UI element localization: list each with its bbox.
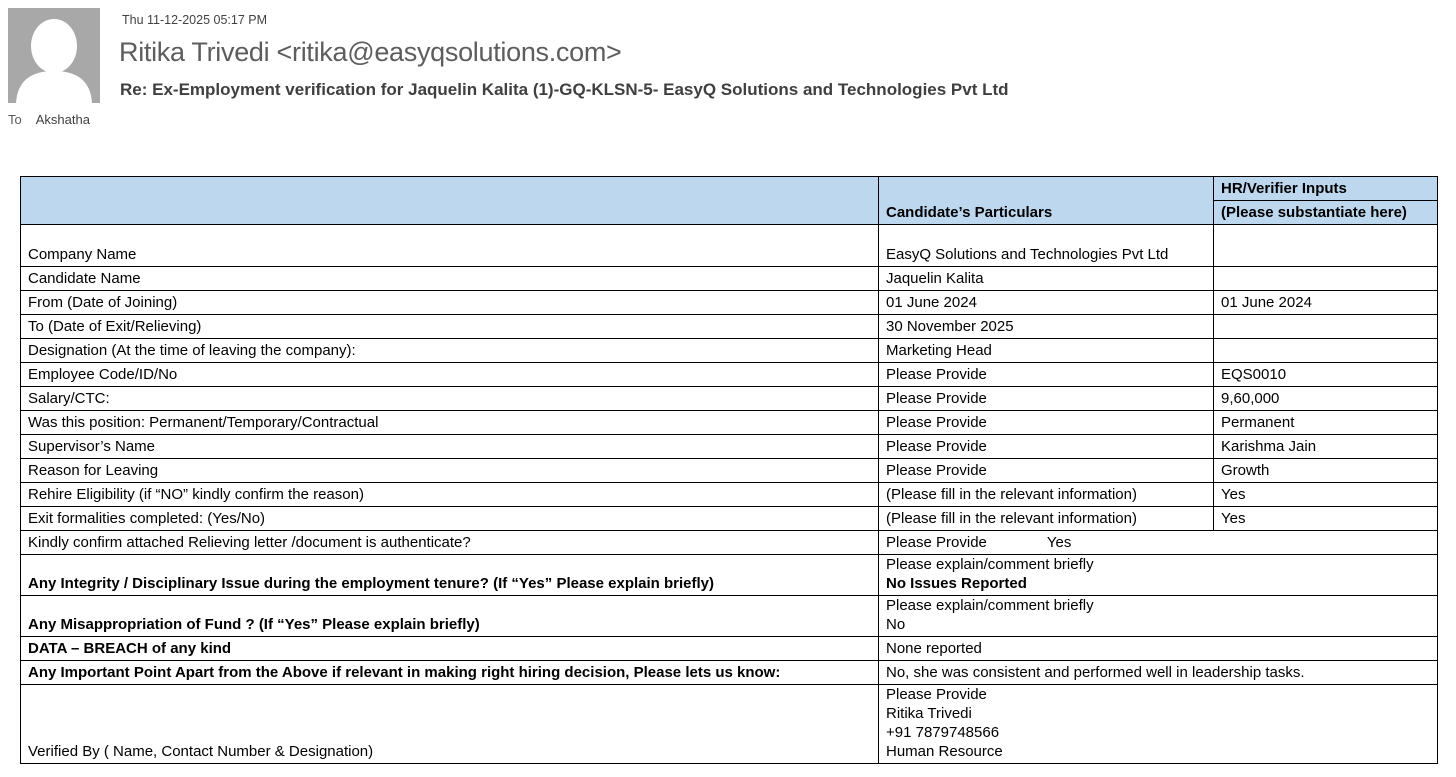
particulars-cell: Please Provide bbox=[878, 434, 1214, 459]
table-header-row: Candidate’s Particulars HR/Verifier Inpu… bbox=[20, 176, 1438, 225]
table-row-exit-formalities: Exit formalities completed: (Yes/No) (Pl… bbox=[20, 506, 1438, 531]
particulars-cell: Please Provide bbox=[878, 410, 1214, 435]
row-label-cell: Verified By ( Name, Contact Number & Des… bbox=[20, 684, 879, 764]
table-row-employee-code: Employee Code/ID/No Please Provide EQS00… bbox=[20, 362, 1438, 387]
table-row-relieving-letter: Kindly confirm attached Relieving letter… bbox=[20, 530, 1438, 555]
table-row-reason-for-leaving: Reason for Leaving Please Provide Growth bbox=[20, 458, 1438, 483]
recipient-name[interactable]: Akshatha bbox=[35, 112, 90, 127]
particulars-cell: None reported bbox=[878, 636, 1438, 661]
table-row-supervisor-name: Supervisor’s Name Please Provide Karishm… bbox=[20, 434, 1438, 459]
table-row-data-breach: DATA – BREACH of any kind None reported bbox=[20, 636, 1438, 661]
row-label-cell: Any Important Point Apart from the Above… bbox=[20, 660, 879, 685]
particulars-cell: Please explain/comment briefly No bbox=[878, 595, 1438, 637]
misappropriation-prompt: Please explain/comment briefly bbox=[886, 597, 1094, 614]
table-row-important-point: Any Important Point Apart from the Above… bbox=[20, 660, 1438, 685]
row-label-cell: Any Misappropriation of Fund ? (If “Yes”… bbox=[20, 595, 879, 637]
misappropriation-answer: No bbox=[886, 616, 906, 633]
verified-by-line: Please Provide bbox=[886, 686, 987, 703]
row-label-cell: Salary/CTC: bbox=[20, 386, 879, 411]
table-row-salary-ctc: Salary/CTC: Please Provide 9,60,000 bbox=[20, 386, 1438, 411]
hr-input-cell bbox=[1213, 338, 1438, 363]
verified-by-line: Ritika Trivedi bbox=[886, 705, 972, 722]
row-label-cell: Exit formalities completed: (Yes/No) bbox=[20, 506, 879, 531]
particulars-cell: 01 June 2024 bbox=[878, 290, 1214, 315]
hr-input-cell: Growth bbox=[1213, 458, 1438, 483]
particulars-cell: (Please fill in the relevant information… bbox=[878, 506, 1214, 531]
relieving-letter-prompt: Please Provide bbox=[886, 534, 987, 551]
particulars-cell: (Please fill in the relevant information… bbox=[878, 482, 1214, 507]
row-label-cell: Rehire Eligibility (if “NO” kindly confi… bbox=[20, 482, 879, 507]
header-blank-cell bbox=[20, 176, 879, 225]
particulars-cell: Please Provide Yes bbox=[878, 530, 1438, 555]
hr-input-cell: 9,60,000 bbox=[1213, 386, 1438, 411]
recipient-line: To Akshatha bbox=[8, 112, 90, 127]
particulars-cell: Please Provide bbox=[878, 458, 1214, 483]
hr-input-cell: Karishma Jain bbox=[1213, 434, 1438, 459]
email-sender[interactable]: Ritika Trivedi <ritika@easyqsolutions.co… bbox=[119, 37, 622, 67]
verified-by-line: +91 7879748566 bbox=[886, 724, 1000, 741]
row-label-cell: Company Name bbox=[20, 224, 879, 267]
row-label-cell: DATA – BREACH of any kind bbox=[20, 636, 879, 661]
header-candidate-particulars: Candidate’s Particulars bbox=[878, 176, 1214, 225]
hr-input-cell: EQS0010 bbox=[1213, 362, 1438, 387]
hr-input-cell bbox=[1213, 314, 1438, 339]
verification-table: Candidate’s Particulars HR/Verifier Inpu… bbox=[20, 176, 1438, 764]
email-subject: Re: Ex-Employment verification for Jaque… bbox=[120, 80, 1009, 99]
person-silhouette-icon bbox=[16, 19, 92, 103]
row-label-cell: From (Date of Joining) bbox=[20, 290, 879, 315]
row-label-cell: Employee Code/ID/No bbox=[20, 362, 879, 387]
hr-input-cell bbox=[1213, 224, 1438, 267]
particulars-cell: Marketing Head bbox=[878, 338, 1214, 363]
header-please-substantiate: (Please substantiate here) bbox=[1213, 200, 1438, 225]
table-row-rehire-eligibility: Rehire Eligibility (if “NO” kindly confi… bbox=[20, 482, 1438, 507]
sender-avatar[interactable] bbox=[8, 8, 100, 103]
header-hr-verifier-inputs: HR/Verifier Inputs bbox=[1213, 176, 1438, 201]
particulars-cell: 30 November 2025 bbox=[878, 314, 1214, 339]
hr-input-cell: Yes bbox=[1213, 506, 1438, 531]
integrity-answer: No Issues Reported bbox=[886, 575, 1027, 592]
table-row-date-of-joining: From (Date of Joining) 01 June 2024 01 J… bbox=[20, 290, 1438, 315]
table-row-designation: Designation (At the time of leaving the … bbox=[20, 338, 1438, 363]
particulars-cell: Jaquelin Kalita bbox=[878, 266, 1214, 291]
table-header-row2: (Please substantiate here) bbox=[21, 200, 1438, 225]
table-row-company-name: Company Name EasyQ Solutions and Technol… bbox=[20, 224, 1438, 267]
particulars-cell: Please Provide Ritika Trivedi +91 787974… bbox=[878, 684, 1438, 764]
table-row-misappropriation: Any Misappropriation of Fund ? (If “Yes”… bbox=[20, 595, 1438, 637]
to-label: To bbox=[8, 112, 22, 127]
table-row-integrity-issue: Any Integrity / Disciplinary Issue durin… bbox=[20, 554, 1438, 596]
hr-input-cell: Yes bbox=[1213, 482, 1438, 507]
table-row-verified-by: Verified By ( Name, Contact Number & Des… bbox=[20, 684, 1438, 764]
particulars-cell: Please explain/comment briefly No Issues… bbox=[878, 554, 1438, 596]
row-label-cell: Designation (At the time of leaving the … bbox=[20, 338, 879, 363]
hr-input-cell: 01 June 2024 bbox=[1213, 290, 1438, 315]
row-label-cell: Reason for Leaving bbox=[20, 458, 879, 483]
relieving-letter-answer: Yes bbox=[1046, 534, 1072, 551]
hr-input-cell bbox=[1213, 266, 1438, 291]
particulars-cell: EasyQ Solutions and Technologies Pvt Ltd bbox=[878, 224, 1214, 267]
row-label-cell: Candidate Name bbox=[20, 266, 879, 291]
hr-input-cell: Permanent bbox=[1213, 410, 1438, 435]
row-label-cell: Any Integrity / Disciplinary Issue durin… bbox=[20, 554, 879, 596]
particulars-cell: No, she was consistent and performed wel… bbox=[878, 660, 1438, 685]
integrity-prompt: Please explain/comment briefly bbox=[886, 556, 1094, 573]
particulars-cell: Please Provide bbox=[878, 362, 1214, 387]
table-row-candidate-name: Candidate Name Jaquelin Kalita bbox=[20, 266, 1438, 291]
row-label-cell: Supervisor’s Name bbox=[20, 434, 879, 459]
verified-by-line: Human Resource bbox=[886, 743, 1003, 760]
row-label-cell: Was this position: Permanent/Temporary/C… bbox=[20, 410, 879, 435]
row-label-cell: Kindly confirm attached Relieving letter… bbox=[20, 530, 879, 555]
particulars-cell: Please Provide bbox=[878, 386, 1214, 411]
table-row-date-of-exit: To (Date of Exit/Relieving) 30 November … bbox=[20, 314, 1438, 339]
table-row-position-type: Was this position: Permanent/Temporary/C… bbox=[20, 410, 1438, 435]
email-timestamp: Thu 11-12-2025 05:17 PM bbox=[122, 13, 268, 27]
row-label-cell: To (Date of Exit/Relieving) bbox=[20, 314, 879, 339]
